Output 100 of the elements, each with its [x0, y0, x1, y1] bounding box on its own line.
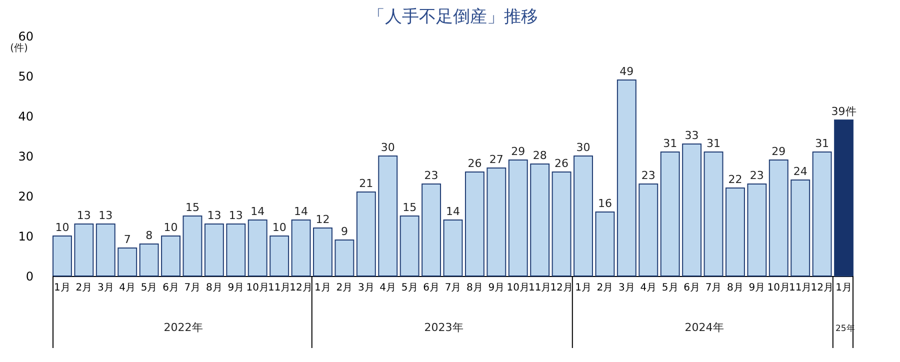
x-tick-label: 4月 — [380, 282, 396, 294]
data-label: 26 — [468, 157, 482, 170]
bar — [270, 236, 290, 276]
bar — [96, 224, 116, 276]
bar — [704, 152, 724, 276]
data-label: 31 — [663, 137, 678, 150]
bar — [682, 144, 702, 276]
y-tick-label: 20 — [18, 190, 34, 204]
bar — [574, 156, 593, 276]
data-label: 24 — [793, 165, 808, 178]
y-tick-label: 40 — [18, 110, 34, 124]
x-tick-label: 6月 — [423, 282, 440, 294]
bar — [464, 172, 484, 276]
x-tick-label: 3月 — [618, 282, 635, 294]
x-tick-label: 12月 — [550, 282, 573, 294]
text: 2023年 — [424, 321, 464, 334]
x-tick-label: 2月 — [336, 282, 353, 294]
x-tick-label: 1月 — [54, 282, 70, 294]
x-tick-label: 12月 — [290, 282, 312, 294]
x-tick-label: 9月 — [228, 282, 244, 294]
x-tick-label: 1月 — [314, 282, 331, 294]
data-label: 12 — [316, 213, 330, 226]
data-label: 23 — [641, 169, 656, 182]
bar — [313, 228, 332, 276]
bar — [790, 180, 810, 276]
bar — [443, 220, 463, 276]
data-label: 21 — [359, 177, 374, 190]
data-label: 30 — [380, 141, 395, 154]
x-tick-label: 11月 — [528, 282, 552, 294]
data-label: 30 — [576, 141, 590, 154]
data-label: 15 — [185, 201, 200, 214]
bar — [118, 248, 138, 276]
bar — [291, 220, 311, 276]
x-tick-label: 10月 — [767, 282, 790, 294]
x-tick-label: 11月 — [268, 282, 291, 294]
x-tick-label: 8月 — [466, 282, 483, 294]
data-label: 31 — [815, 137, 830, 150]
y-tick-label: 60 — [18, 30, 34, 44]
data-label: 9 — [340, 225, 348, 238]
bar — [812, 152, 832, 276]
data-label: 10 — [164, 221, 178, 234]
x-tick-label: 5月 — [662, 282, 678, 294]
chart-title: 「人手不足倒産」推移 — [368, 7, 538, 27]
x-tick-label: 4月 — [119, 282, 136, 294]
bar — [161, 236, 180, 276]
bar — [616, 80, 636, 276]
data-label: 13 — [228, 209, 243, 222]
text: 2024年 — [684, 321, 724, 334]
bar — [400, 216, 420, 276]
x-tick-label: 2月 — [76, 282, 92, 294]
data-label: 26 — [554, 157, 569, 170]
data-label: 29 — [772, 145, 786, 158]
bar — [747, 184, 767, 276]
data-label: 39件 — [831, 105, 856, 118]
bar — [530, 164, 550, 276]
bar — [834, 120, 854, 276]
data-label: 14 — [250, 205, 265, 218]
data-label: 23 — [424, 169, 438, 182]
data-label: 13 — [207, 209, 222, 222]
data-label: 16 — [598, 197, 612, 210]
data-label: 27 — [489, 153, 504, 166]
x-tick-label: 11月 — [788, 282, 812, 294]
x-tick-label: 7月 — [705, 282, 722, 294]
x-tick-label: 2月 — [596, 282, 614, 294]
data-label: 22 — [728, 173, 742, 186]
x-tick-label: 5月 — [140, 282, 158, 294]
x-tick-label: 5月 — [401, 282, 418, 294]
bar — [139, 244, 159, 276]
y-axis-title: (件) — [10, 43, 28, 54]
bar — [248, 220, 268, 276]
y-tick-label: 50 — [18, 70, 34, 84]
bar — [204, 224, 224, 276]
data-label: 13 — [76, 209, 91, 222]
x-tick-label: 6月 — [162, 282, 179, 294]
text: 2022年 — [164, 321, 203, 334]
x-tick-label: 9月 — [488, 282, 505, 294]
bar — [768, 160, 788, 276]
data-label: 23 — [750, 169, 764, 182]
bar — [726, 188, 745, 276]
bar — [74, 224, 94, 276]
x-tick-label: 12月 — [810, 282, 834, 294]
y-tick-label: 0 — [26, 270, 34, 284]
data-label: 8 — [146, 229, 153, 242]
data-label: 7 — [124, 233, 131, 246]
y-tick-label: 30 — [18, 150, 34, 164]
data-label: 31 — [706, 137, 721, 150]
data-label: 13 — [98, 209, 113, 222]
data-label: 14 — [294, 205, 308, 218]
data-label: 49 — [620, 65, 634, 78]
data-label: 10 — [55, 221, 70, 234]
bar — [226, 224, 246, 276]
x-tick-label: 3月 — [97, 282, 114, 294]
bar — [508, 160, 528, 276]
bar — [595, 212, 615, 276]
x-tick-label: 8月 — [206, 282, 222, 294]
bar — [334, 240, 354, 276]
bar — [356, 192, 376, 276]
x-tick-label: 6月 — [684, 282, 700, 294]
x-tick-label: 7月 — [184, 282, 201, 294]
data-label: 10 — [272, 221, 286, 234]
